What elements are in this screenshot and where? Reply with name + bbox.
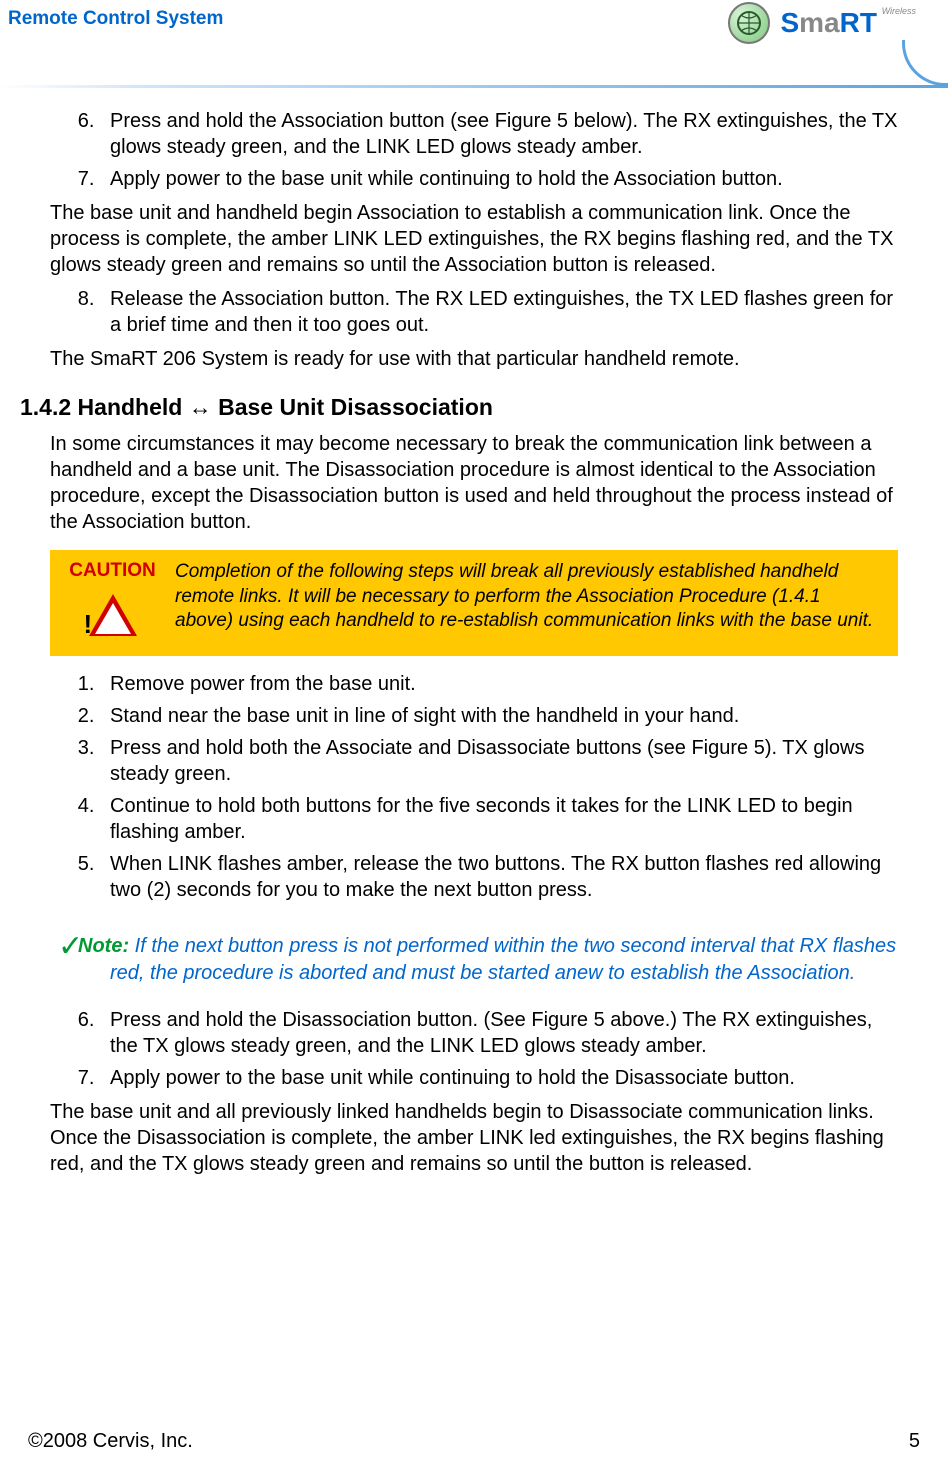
list-item: Press and hold both the Associate and Di… bbox=[100, 735, 898, 787]
header-title: Remote Control System bbox=[8, 8, 223, 30]
list-item: When LINK flashes amber, release the two… bbox=[100, 851, 898, 903]
note-text: If the next button press is not performe… bbox=[110, 935, 896, 984]
list-item: Press and hold the Disassociation button… bbox=[100, 1007, 898, 1059]
header-divider bbox=[0, 85, 948, 88]
list-item: Apply power to the base unit while conti… bbox=[100, 166, 898, 192]
copyright-text: ©2008 Cervis, Inc. bbox=[28, 1430, 193, 1453]
top-ordered-list: Press and hold the Association button (s… bbox=[100, 108, 898, 192]
warning-triangle-icon bbox=[89, 594, 137, 636]
paragraph: The SmaRT 206 System is ready for use wi… bbox=[50, 346, 898, 372]
caution-label: CAUTION bbox=[65, 560, 160, 582]
page-number: 5 bbox=[909, 1430, 920, 1453]
footer: ©2008 Cervis, Inc. 5 bbox=[28, 1430, 920, 1453]
smart-logo: Wireless SmaRT bbox=[728, 2, 928, 44]
paragraph: The base unit and all previously linked … bbox=[50, 1099, 898, 1177]
list-item: Continue to hold both buttons for the fi… bbox=[100, 793, 898, 845]
caution-text: Completion of the following steps will b… bbox=[175, 560, 883, 641]
exclaim-icon: ! bbox=[84, 609, 93, 640]
logo-text: SmaRT bbox=[780, 7, 876, 38]
paragraph: The base unit and handheld begin Associa… bbox=[50, 200, 898, 278]
page: Remote Control System Wireless SmaRT Pre… bbox=[0, 0, 948, 1481]
list-item: Release the Association button. The RX L… bbox=[100, 286, 898, 338]
note-block: ✓ Note: If the next button press is not … bbox=[50, 933, 898, 987]
checkmark-icon: ✓ bbox=[58, 927, 83, 968]
list-item: Apply power to the base unit while conti… bbox=[100, 1065, 898, 1091]
caution-box: CAUTION ! Completion of the following st… bbox=[50, 550, 898, 656]
top-ordered-list-2: Release the Association button. The RX L… bbox=[100, 286, 898, 338]
list-item: Press and hold the Association button (s… bbox=[100, 108, 898, 160]
paragraph: In some circumstances it may become nece… bbox=[50, 431, 898, 535]
content-area: Press and hold the Association button (s… bbox=[0, 88, 948, 1177]
logo-globe-icon bbox=[728, 2, 770, 44]
note-label: Note: bbox=[78, 935, 129, 957]
list-item: Remove power from the base unit. bbox=[100, 671, 898, 697]
mid-ordered-list: Remove power from the base unit. Stand n… bbox=[100, 671, 898, 903]
caution-icon-wrapper: ! bbox=[89, 594, 137, 641]
list-item: Stand near the base unit in line of sigh… bbox=[100, 703, 898, 729]
logo-wireless-text: Wireless bbox=[882, 6, 916, 16]
caution-left-column: CAUTION ! bbox=[65, 560, 160, 641]
header: Remote Control System Wireless SmaRT bbox=[0, 0, 948, 45]
bottom-ordered-list: Press and hold the Disassociation button… bbox=[100, 1007, 898, 1091]
section-heading: 1.4.2 Handheld ↔ Base Unit Disassociatio… bbox=[20, 394, 898, 421]
